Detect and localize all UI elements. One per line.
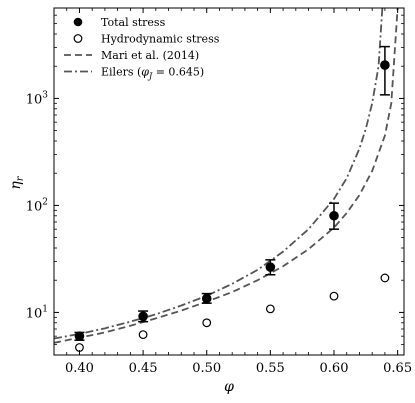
error-bars <box>74 45 390 341</box>
legend-label-sub: J <box>147 72 153 81</box>
total-stress-point <box>380 60 390 70</box>
y-axis-label-main: η <box>8 181 24 190</box>
total-stress-point <box>265 262 276 272</box>
hydrodynamic-stress-point <box>138 330 148 340</box>
hydrodynamic-stress-point <box>265 304 275 314</box>
y-tick-base: 10 <box>26 92 43 107</box>
x-axis-ticks: 0.40 0.45 0.50 0.55 0.60 0.65 <box>53 8 412 376</box>
legend-label-suffix: = 0.645) <box>152 66 204 79</box>
total-stress-point <box>329 210 339 221</box>
hydrodynamic-stress-point <box>380 273 390 283</box>
y-tick-label: 103 <box>26 90 49 107</box>
total-stress-point <box>138 311 148 322</box>
total-stress-point <box>201 293 212 304</box>
legend-label-prefix: Eilers ( <box>101 66 141 79</box>
x-tick-label: 0.60 <box>320 361 349 376</box>
y-tick-exponent: 1 <box>42 304 48 314</box>
legend-label: Mari et al. (2014) <box>101 49 199 62</box>
x-tick-label: 0.55 <box>256 361 285 376</box>
legend-label: Total stress <box>101 16 166 29</box>
hydrodynamic-stress-point <box>329 291 339 301</box>
legend-label: Eilers (φJ = 0.645) <box>101 66 204 81</box>
legend-label-var: φ <box>141 66 149 79</box>
y-tick-exponent: 3 <box>42 90 48 100</box>
plot-frame <box>53 7 405 356</box>
y-tick-base: 10 <box>26 199 43 214</box>
x-axis-label: φ <box>224 379 234 395</box>
y-axis-label-sub: r <box>15 175 26 181</box>
x-tick-label: 0.45 <box>129 361 158 376</box>
y-tick-label: 101 <box>26 304 48 321</box>
y-tick-exponent: 2 <box>42 197 48 207</box>
hydrodynamic-stress-point <box>202 318 212 328</box>
x-tick-label: 0.40 <box>65 361 94 376</box>
x-tick-label: 0.65 <box>383 361 412 376</box>
x-tick-label: 0.50 <box>192 361 221 376</box>
data-points <box>74 60 390 352</box>
y-tick-base: 10 <box>26 306 43 321</box>
legend-open-circle <box>73 34 83 43</box>
legend-filled-circle <box>73 17 83 27</box>
y-tick-label: 102 <box>26 197 48 214</box>
total-stress-point <box>74 331 85 341</box>
legend: Total stress Hydrodynamic stress Mari et a… <box>64 16 220 81</box>
legend-label: Hydrodynamic stress <box>101 33 220 46</box>
y-axis-label: ηr <box>8 175 26 189</box>
